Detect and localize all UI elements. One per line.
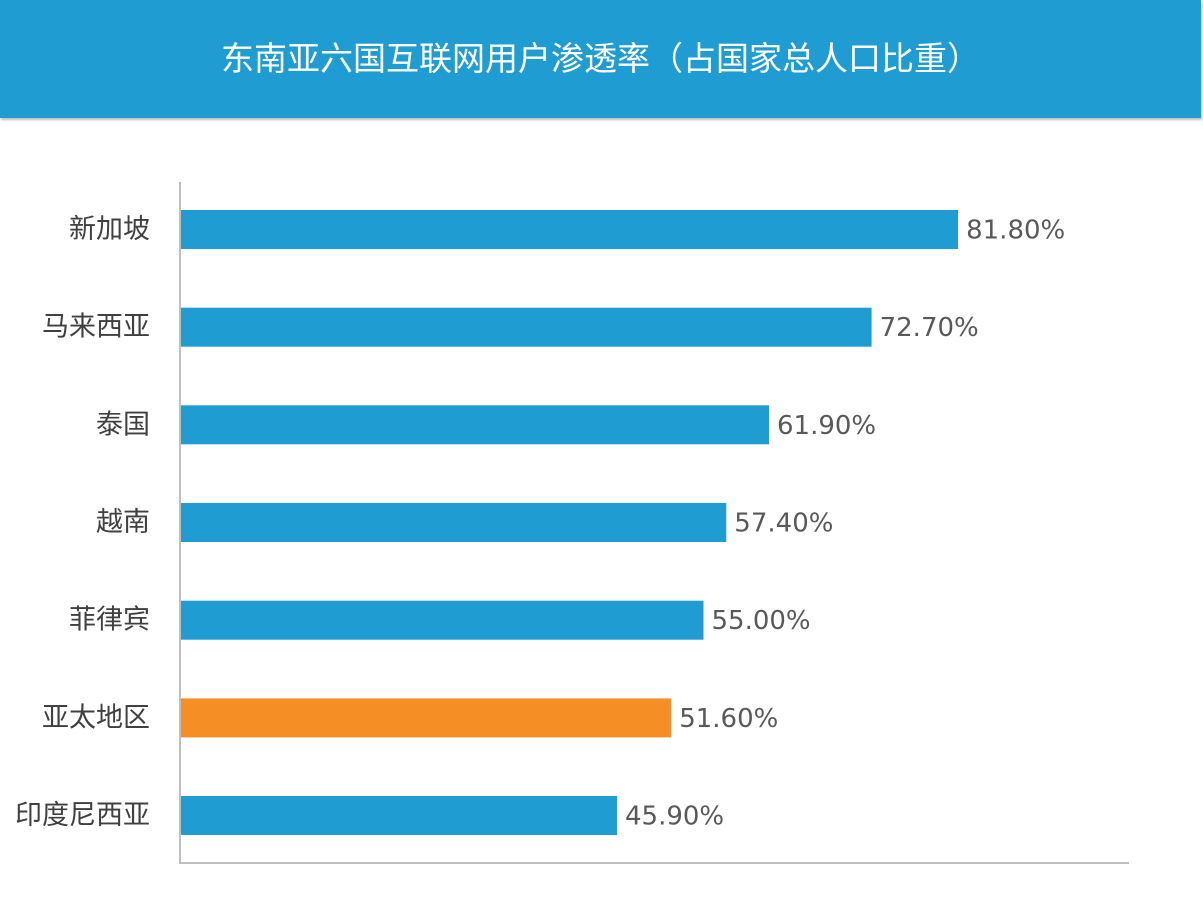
value-label: 51.60% — [679, 704, 778, 734]
category-label: 泰国 — [96, 409, 150, 440]
category-label: 菲律宾 — [69, 605, 150, 636]
category-label: 印度尼西亚 — [15, 800, 150, 831]
value-label: 61.90% — [777, 411, 876, 441]
title-bar: 东南亚六国互联网用户渗透率（占国家总人口比重） — [0, 0, 1201, 118]
bar-6 — [181, 796, 618, 835]
bar-2 — [181, 405, 769, 445]
category-label: 亚太地区 — [42, 702, 150, 733]
bar-1 — [181, 307, 872, 347]
chart-title: 东南亚六国互联网用户渗透率（占国家总人口比重） — [221, 39, 980, 78]
value-label: 72.70% — [880, 313, 979, 343]
bar-4 — [181, 600, 704, 640]
category-label: 马来西亚 — [42, 312, 150, 343]
bar-3 — [181, 503, 727, 542]
bar-5 — [181, 698, 672, 738]
value-label: 45.90% — [625, 802, 724, 832]
category-label: 新加坡 — [69, 214, 150, 245]
bars-layer: 新加坡 81.80% 马来西亚 72.70% 泰国 61.90% 越南 57.40% 菲律宾 55… — [15, 210, 1065, 835]
value-label: 55.00% — [712, 606, 811, 636]
bar-0 — [181, 210, 959, 249]
category-label: 越南 — [96, 507, 150, 538]
value-label: 57.40% — [734, 509, 833, 539]
value-label: 81.80% — [966, 216, 1065, 246]
